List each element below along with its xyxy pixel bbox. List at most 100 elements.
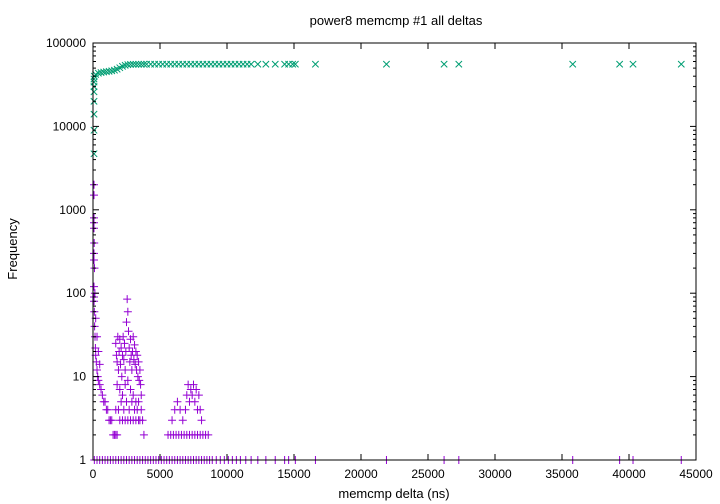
y-tick-label: 10 bbox=[73, 370, 87, 384]
data-point-cross bbox=[289, 60, 297, 68]
data-point-plus bbox=[123, 307, 132, 316]
x-tick-label: 0 bbox=[90, 467, 97, 481]
data-point-cross bbox=[105, 67, 113, 75]
data-point-cross bbox=[629, 60, 637, 68]
data-point-plus bbox=[124, 327, 133, 336]
data-point-plus bbox=[98, 391, 107, 400]
data-point-plus bbox=[93, 365, 102, 374]
data-point-cross bbox=[254, 60, 262, 68]
data-point-plus bbox=[178, 416, 187, 425]
data-point-plus bbox=[127, 397, 136, 406]
data-point-plus bbox=[189, 380, 198, 389]
y-axis-label: Frequency bbox=[5, 218, 20, 280]
data-point-plus bbox=[125, 357, 134, 366]
data-point-plus bbox=[194, 391, 203, 400]
data-point-plus bbox=[133, 405, 142, 414]
x-tick-label: 45000 bbox=[679, 467, 713, 481]
data-point-plus bbox=[139, 430, 148, 439]
data-point-cross bbox=[247, 60, 255, 68]
plot-marks bbox=[90, 60, 686, 464]
data-point-plus bbox=[101, 397, 110, 406]
data-point-cross bbox=[108, 67, 116, 75]
data-point-plus bbox=[107, 416, 116, 425]
data-point-plus bbox=[204, 430, 213, 439]
data-point-plus bbox=[196, 405, 205, 414]
data-point-plus bbox=[121, 347, 130, 356]
data-point-cross bbox=[569, 60, 577, 68]
data-point-plus bbox=[97, 385, 106, 394]
data-point-plus bbox=[119, 355, 128, 364]
data-point-plus bbox=[121, 380, 130, 389]
data-point-plus bbox=[113, 380, 122, 389]
data-point-cross bbox=[616, 60, 624, 68]
data-point-plus bbox=[123, 376, 132, 385]
data-point-plus bbox=[173, 397, 182, 406]
data-point-plus bbox=[117, 344, 126, 353]
data-point-plus bbox=[114, 365, 123, 374]
data-point-plus bbox=[125, 344, 134, 353]
data-point-plus bbox=[137, 391, 146, 400]
data-point-cross bbox=[90, 150, 98, 158]
chart-title: power8 memcmp #1 all deltas bbox=[310, 13, 483, 28]
data-point-plus bbox=[120, 339, 129, 348]
data-point-plus bbox=[119, 332, 128, 341]
y-tick-label: 1 bbox=[79, 453, 86, 467]
x-tick-label: 35000 bbox=[545, 467, 579, 481]
data-point-cross bbox=[132, 60, 140, 68]
x-axis-ticks: 0 5000 10000 15000 20000 25000 30000 35000 40000… bbox=[90, 43, 713, 481]
data-point-plus bbox=[131, 347, 140, 356]
data-point-cross bbox=[135, 60, 143, 68]
x-tick-label: 20000 bbox=[344, 467, 378, 481]
x-tick-label: 5000 bbox=[147, 467, 174, 481]
data-point-plus bbox=[129, 355, 138, 364]
data-point-plus bbox=[118, 351, 127, 360]
data-point-plus bbox=[113, 430, 122, 439]
data-point-plus bbox=[197, 416, 206, 425]
data-point-plus bbox=[135, 365, 144, 374]
data-point-plus bbox=[122, 318, 131, 327]
data-point-cross bbox=[126, 60, 135, 68]
data-point-plus bbox=[103, 405, 112, 414]
data-point-plus bbox=[190, 397, 199, 406]
data-point-plus bbox=[133, 372, 142, 381]
data-point-plus bbox=[168, 416, 177, 425]
data-point-cross bbox=[311, 60, 319, 68]
data-point-cross bbox=[129, 60, 137, 68]
x-axis-label: memcmp delta (ns) bbox=[338, 486, 449, 501]
y-axis-ticks: 1 10 100 1000 10000 100000 bbox=[46, 36, 696, 467]
data-point-plus bbox=[134, 397, 143, 406]
data-point-cross bbox=[94, 69, 102, 77]
data-point-cross bbox=[291, 60, 299, 68]
data-point-plus bbox=[188, 391, 197, 400]
data-point-cross bbox=[90, 110, 98, 118]
data-point-cross bbox=[140, 60, 148, 68]
plot-frame bbox=[92, 42, 697, 461]
data-point-plus bbox=[136, 380, 145, 389]
y-tick-label: 1000 bbox=[59, 203, 86, 217]
data-point-plus bbox=[90, 282, 98, 291]
data-point-plus bbox=[111, 339, 120, 348]
data-point-cross bbox=[271, 60, 279, 68]
data-point-plus bbox=[123, 295, 132, 304]
data-point-plus bbox=[130, 340, 139, 349]
data-point-cross bbox=[382, 60, 391, 68]
x-tick-label: 40000 bbox=[612, 467, 646, 481]
data-point-cross bbox=[90, 78, 98, 86]
data-point-plus bbox=[90, 256, 98, 265]
data-point-plus bbox=[181, 405, 190, 414]
x-tick-label: 10000 bbox=[210, 467, 244, 481]
data-point-plus bbox=[90, 191, 98, 200]
data-point-cross bbox=[90, 75, 98, 83]
data-point-plus bbox=[117, 372, 126, 381]
data-point-plus bbox=[95, 380, 104, 389]
data-point-cross bbox=[677, 60, 685, 68]
data-point-plus bbox=[126, 385, 135, 394]
data-point-cross bbox=[262, 60, 270, 68]
data-point-plus bbox=[133, 351, 142, 360]
data-point-plus bbox=[129, 391, 138, 400]
data-point-plus bbox=[134, 416, 143, 425]
data-point-cross bbox=[455, 60, 463, 68]
y-tick-label: 100000 bbox=[46, 36, 86, 50]
y-tick-label: 10000 bbox=[53, 119, 87, 133]
data-point-cross bbox=[90, 88, 98, 96]
